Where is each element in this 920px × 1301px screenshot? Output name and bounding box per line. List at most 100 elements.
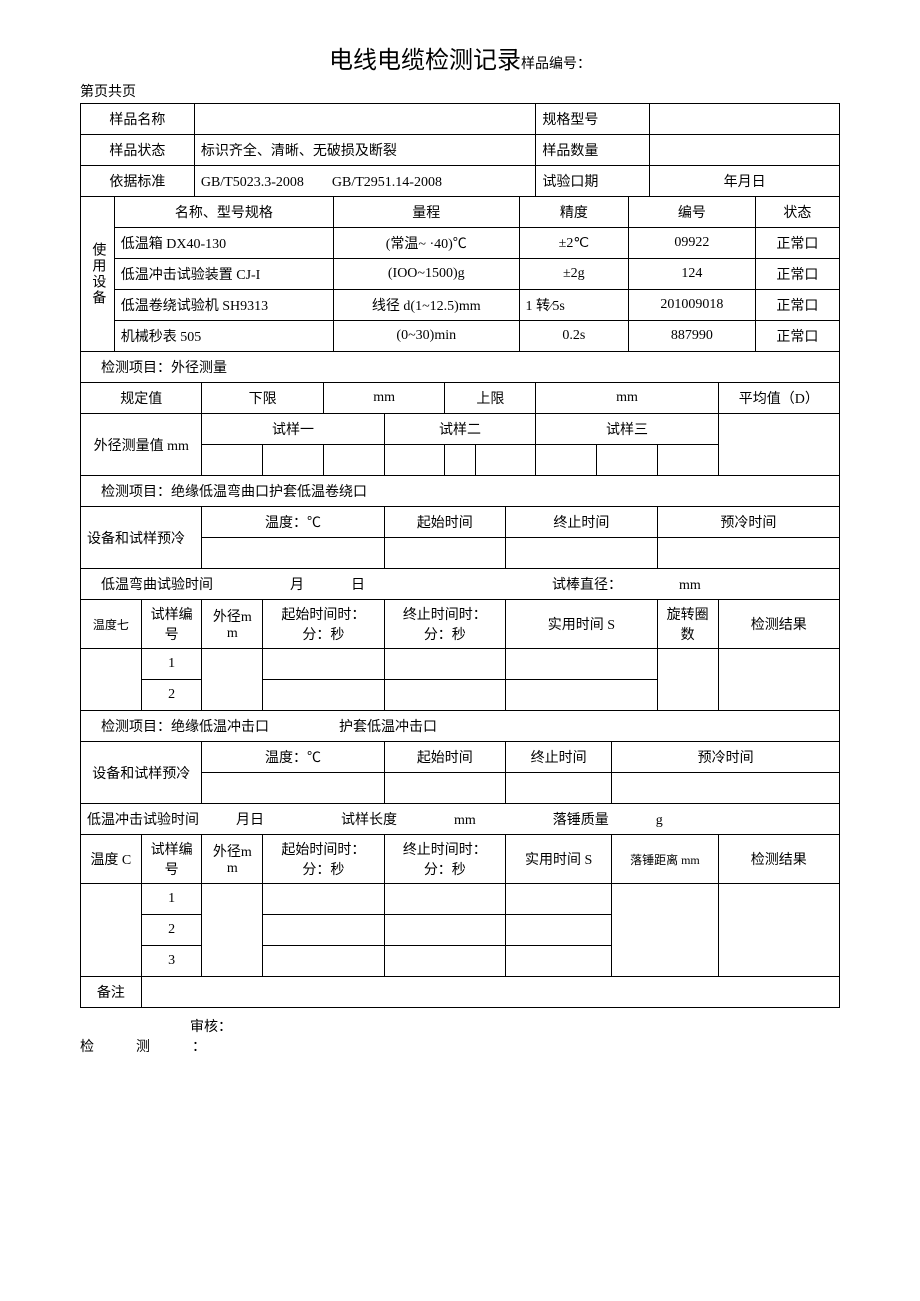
- col-end: 终止时间时：分：秒: [384, 600, 505, 649]
- equip-precision: ±2g: [519, 259, 629, 290]
- sample3-label: 试样三: [536, 414, 718, 445]
- cell: [536, 445, 597, 476]
- measure-label: 外径测量值 mm: [81, 414, 202, 476]
- g: g: [656, 813, 663, 828]
- end-label: 终止时间: [506, 507, 658, 538]
- spec-model-value: [650, 104, 840, 135]
- bend-time-row: 低温弯曲试验时间 月 日 试棒直径： mm: [81, 569, 840, 600]
- header-table: 样品名称 规格型号 样品状态 标识齐全、清晰、无破损及断裂 样品数量 依据标准 …: [80, 103, 840, 197]
- page-info: 第页共页: [80, 81, 840, 101]
- row-no: 2: [141, 915, 202, 946]
- sample-name-label: 样品名称: [81, 104, 195, 135]
- col-result: 检测结果: [718, 835, 839, 884]
- equip-number: 124: [629, 259, 756, 290]
- impact-time-label: 低温冲击试验时间: [87, 813, 199, 828]
- month-day: 月日: [236, 813, 264, 828]
- equip-row: 低温箱 DX40-130 (常温~ ·40)℃ ±2℃ 09922 正常口: [81, 228, 840, 259]
- section1-table: 检测项目：外径测量 规定值 下限 mm 上限 mm 平均值（D） 外径测量值 m…: [80, 352, 840, 476]
- col-useful: 实用时间 S: [506, 835, 612, 884]
- equip-row: 低温冲击试验装置 CJ-I (IOO~1500)g ±2g 124 正常口: [81, 259, 840, 290]
- page-title: 电线电缆检测记录样品编号：: [80, 40, 840, 75]
- cell: [263, 680, 384, 711]
- cell: [384, 915, 505, 946]
- impact-time-row: 低温冲击试验时间 月日 试样长度 mm 落锤质量 g: [81, 804, 840, 835]
- equip-row: 低温卷绕试验机 SH9313 线径 d(1~12.5)mm 1 转⁄5s 201…: [81, 290, 840, 321]
- footer: 审核： 检 测 ：: [80, 1016, 840, 1056]
- col-turns: 旋转圈数: [657, 600, 718, 649]
- review-label: 审核：: [80, 1016, 840, 1036]
- precool-time-label: 预冷时间: [612, 742, 840, 773]
- day: 日: [351, 578, 365, 593]
- equip-col-range: 量程: [334, 197, 520, 228]
- row-no: 3: [141, 946, 202, 977]
- cell: [384, 680, 505, 711]
- standard-value: GB/T5023.3-2008 GB/T2951.14-2008: [194, 166, 536, 197]
- cell: [202, 538, 384, 569]
- spec-label: 规定值: [81, 383, 202, 414]
- cell: [323, 445, 384, 476]
- cell: [202, 649, 263, 711]
- cell: [506, 884, 612, 915]
- equip-precision: 0.2s: [519, 321, 629, 352]
- cell: [202, 445, 263, 476]
- bend-time-label: 低温弯曲试验时间: [101, 578, 213, 593]
- equip-number: 887990: [629, 321, 756, 352]
- precool-time-label: 预冷时间: [657, 507, 839, 538]
- sample-name-value: [194, 104, 536, 135]
- cell: [718, 884, 839, 977]
- equip-range: (0~30)min: [334, 321, 520, 352]
- sample-len-label: 试样长度: [341, 813, 397, 828]
- cell: [263, 915, 384, 946]
- equip-status: 正常口: [755, 228, 839, 259]
- cell: [718, 649, 839, 711]
- title-sub: 样品编号：: [521, 57, 591, 72]
- section2-title: 检测项目：绝缘低温弯曲口护套低温卷绕口: [81, 476, 840, 507]
- temp-label: 温度：℃: [202, 742, 384, 773]
- mm1: mm: [323, 383, 444, 414]
- cell: [612, 884, 718, 977]
- cell: [597, 445, 658, 476]
- start-label: 起始时间: [384, 742, 505, 773]
- mm2: mm: [536, 383, 718, 414]
- equip-name: 低温冲击试验装置 CJ-I: [114, 259, 333, 290]
- equip-range: 线径 d(1~12.5)mm: [334, 290, 520, 321]
- row-no: 2: [141, 680, 202, 711]
- equip-col-number: 编号: [629, 197, 756, 228]
- temp-label: 温度：℃: [202, 507, 384, 538]
- inspect-label: 检 测 ：: [80, 1036, 840, 1056]
- mm: mm: [679, 578, 701, 593]
- col-od: 外径mm: [202, 835, 263, 884]
- sample-qty-label: 样品数量: [536, 135, 650, 166]
- equip-name: 低温卷绕试验机 SH9313: [114, 290, 333, 321]
- equip-status: 正常口: [755, 321, 839, 352]
- title-main: 电线电缆检测记录: [329, 48, 521, 74]
- remark-label: 备注: [81, 977, 142, 1008]
- remark-value: [141, 977, 839, 1008]
- cell: [81, 884, 142, 977]
- test-date-value: 年月日: [650, 166, 840, 197]
- equip-status: 正常口: [755, 259, 839, 290]
- cell: [263, 884, 384, 915]
- cell: [263, 946, 384, 977]
- col-od: 外径mm: [202, 600, 263, 649]
- col-dist: 落锤距离 mm: [612, 835, 718, 884]
- start-label: 起始时间: [384, 507, 505, 538]
- cell: [506, 773, 612, 804]
- precool-label: 设备和试样预冷: [81, 507, 202, 569]
- col-start: 起始时间时：分：秒: [263, 835, 384, 884]
- equip-name: 机械秒表 505: [114, 321, 333, 352]
- equip-status: 正常口: [755, 290, 839, 321]
- cell: [384, 445, 445, 476]
- precool-label: 设备和试样预冷: [81, 742, 202, 804]
- cell: [263, 445, 324, 476]
- cell: [384, 884, 505, 915]
- cell: [506, 915, 612, 946]
- equip-precision: ±2℃: [519, 228, 629, 259]
- cell: [657, 649, 718, 711]
- row-no: 1: [141, 884, 202, 915]
- sample2-label: 试样二: [384, 414, 536, 445]
- col-end: 终止时间时：分：秒: [384, 835, 505, 884]
- lower-label: 下限: [202, 383, 323, 414]
- col-temp: 温度七: [81, 600, 142, 649]
- sample-state-label: 样品状态: [81, 135, 195, 166]
